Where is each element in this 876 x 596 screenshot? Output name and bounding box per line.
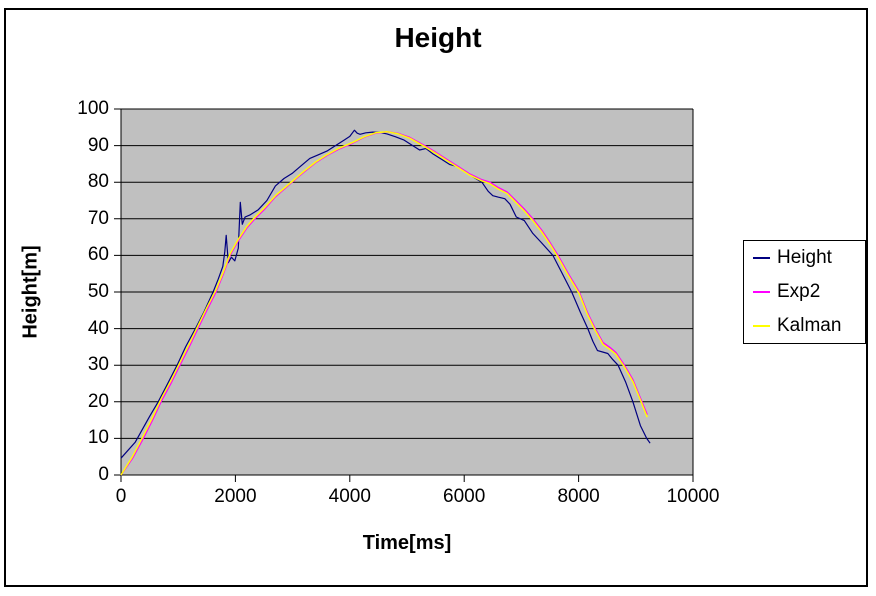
x-tick-label-6000: 6000 — [443, 486, 486, 507]
x-tick-label-2000: 2000 — [214, 486, 257, 507]
x-tick-label-0: 0 — [115, 486, 127, 507]
y-tick-label-70: 70 — [87, 207, 109, 229]
y-tick-label-80: 80 — [87, 171, 109, 193]
y-tick-label-20: 20 — [87, 390, 109, 412]
legend-label-height: Height — [777, 247, 832, 268]
x-tick-label-10000: 10000 — [666, 486, 720, 507]
x-axis-title: Time[ms] — [362, 532, 452, 554]
y-tick-label-60: 60 — [87, 244, 109, 266]
series-line-kalman — [120, 130, 648, 476]
y-tick-label-10: 10 — [87, 427, 109, 449]
y-tick-label-40: 40 — [87, 317, 109, 339]
legend-line-swatch-exp2 — [753, 291, 770, 293]
legend-item-exp2: Exp2 — [753, 275, 865, 309]
legend-label-kalman: Kalman — [777, 315, 842, 336]
legend-label-exp2: Exp2 — [777, 281, 821, 302]
x-tick-label-4000: 4000 — [328, 486, 371, 507]
y-tick-label-30: 30 — [87, 354, 109, 376]
y-tick-label-50: 50 — [87, 281, 109, 302]
legend-line-swatch-height — [753, 257, 770, 259]
y-tick-label-100: 100 — [77, 98, 109, 119]
y-tick-label-0: 0 — [98, 464, 109, 485]
y-tick-label-90: 90 — [87, 134, 109, 156]
legend: Height Exp2 Kalman — [743, 240, 866, 344]
chart-title: Height — [394, 22, 482, 53]
chart-border — [4, 8, 868, 587]
y-axis-title: Height[m] — [19, 245, 42, 339]
legend-item-height: Height — [753, 241, 865, 275]
legend-item-kalman: Kalman — [753, 309, 865, 343]
x-tick-label-8000: 8000 — [557, 486, 600, 507]
legend-line-swatch-kalman — [753, 325, 770, 327]
